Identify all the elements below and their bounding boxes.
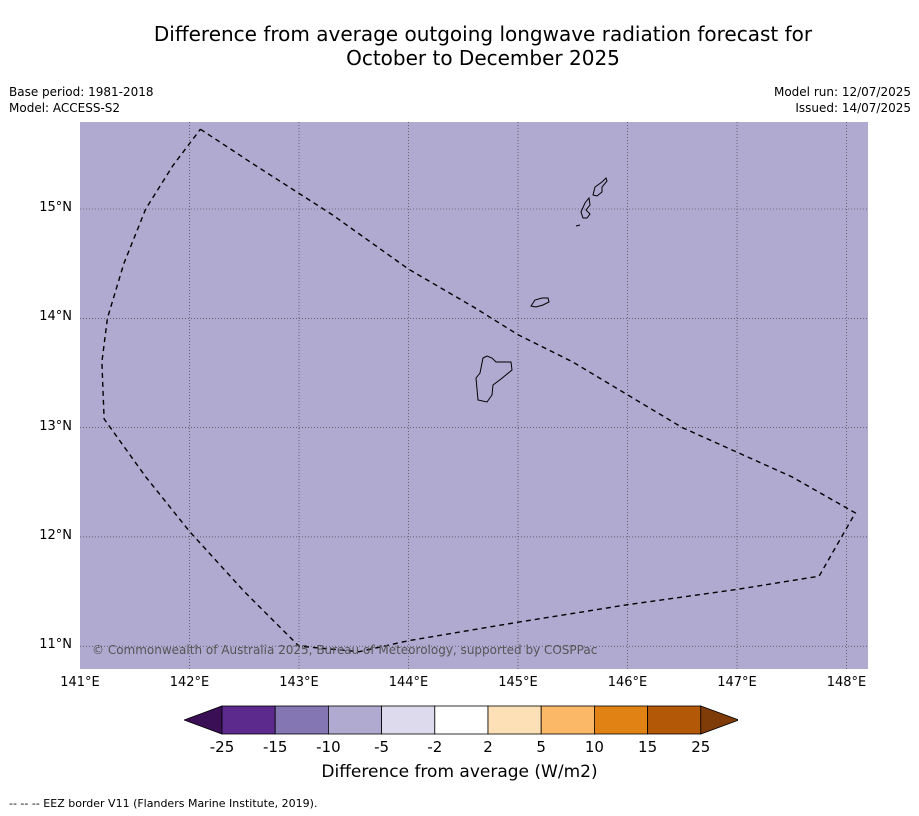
colorbar-segment	[540, 705, 595, 735]
colorbar-segment	[274, 705, 329, 735]
colorbar-tick-label: 5	[536, 738, 546, 756]
colorbar	[184, 705, 738, 735]
model-name: Model: ACCESS-S2	[9, 101, 121, 115]
map-title: Difference from average outgoing longwav…	[0, 22, 919, 70]
latitude-label: 14°N	[39, 309, 72, 325]
colorbar-tick-label: 10	[584, 738, 604, 756]
footnote: -- -- -- EEZ border V11 (Flanders Marine…	[9, 797, 318, 810]
longitude-label: 143°E	[279, 675, 319, 690]
longitude-label: 145°E	[498, 675, 538, 690]
longitude-label: 147°E	[717, 675, 757, 690]
meta-left: Base period: 1981-2018 Model: ACCESS-S2	[9, 84, 154, 116]
colorbar-tick-label: -25	[209, 738, 235, 756]
colorbar-segment	[327, 705, 382, 735]
islands	[475, 177, 608, 403]
map-panel: © Commonwealth of Australia 2025, Bureau…	[80, 122, 868, 669]
island-saipan	[592, 177, 608, 197]
colorbar-segment	[221, 705, 276, 735]
map-canvas	[80, 122, 868, 669]
colorbar-tick-label: 15	[638, 738, 658, 756]
meta-right: Model run: 12/07/2025 Issued: 14/07/2025	[774, 84, 911, 116]
title-line-2: October to December 2025	[346, 46, 620, 70]
base-period: Base period: 1981-2018	[9, 85, 154, 99]
longitude-label: 141°E	[60, 675, 100, 690]
colorbar-tick-label: -5	[374, 738, 390, 756]
latitude-label: 11°N	[39, 637, 72, 653]
colorbar-label: Difference from average (W/m2)	[321, 762, 598, 782]
issued-date: Issued: 14/07/2025	[795, 101, 911, 115]
longitude-label: 148°E	[826, 675, 867, 690]
colorbar-tick-label: 2	[483, 738, 493, 756]
island-aguijan	[575, 224, 581, 227]
model-run: Model run: 12/07/2025	[773, 85, 911, 99]
latitude-label: 13°N	[39, 418, 72, 434]
colorbar-segment	[434, 705, 489, 735]
latitude-label: 15°N	[39, 200, 72, 215]
colorbar-tick-label: 25	[691, 738, 711, 756]
colorbar-tick-label: -10	[316, 738, 341, 756]
longitude-label: 144°E	[388, 675, 429, 690]
island-rota	[530, 297, 550, 308]
colorbar-extend-high	[700, 705, 738, 735]
colorbar-tick-label: -2	[427, 738, 443, 756]
copyright-notice: © Commonwealth of Australia 2025, Bureau…	[92, 643, 598, 657]
colorbar-segment	[647, 705, 702, 735]
colorbar-tick-label: -15	[262, 738, 288, 756]
title-line-1: Difference from average outgoing longwav…	[153, 22, 813, 46]
colorbar-segment	[487, 705, 542, 735]
colorbar-segment	[381, 705, 436, 735]
longitude-label: 146°E	[607, 675, 648, 690]
longitude-label: 142°E	[169, 675, 210, 690]
colorbar-segment	[593, 705, 648, 735]
latitude-label: 12°N	[39, 527, 72, 543]
eez-border	[101, 128, 857, 653]
gridlines	[80, 122, 868, 669]
island-guam	[475, 355, 513, 403]
island-tinian	[580, 196, 591, 219]
colorbar-extend-low	[184, 705, 223, 735]
